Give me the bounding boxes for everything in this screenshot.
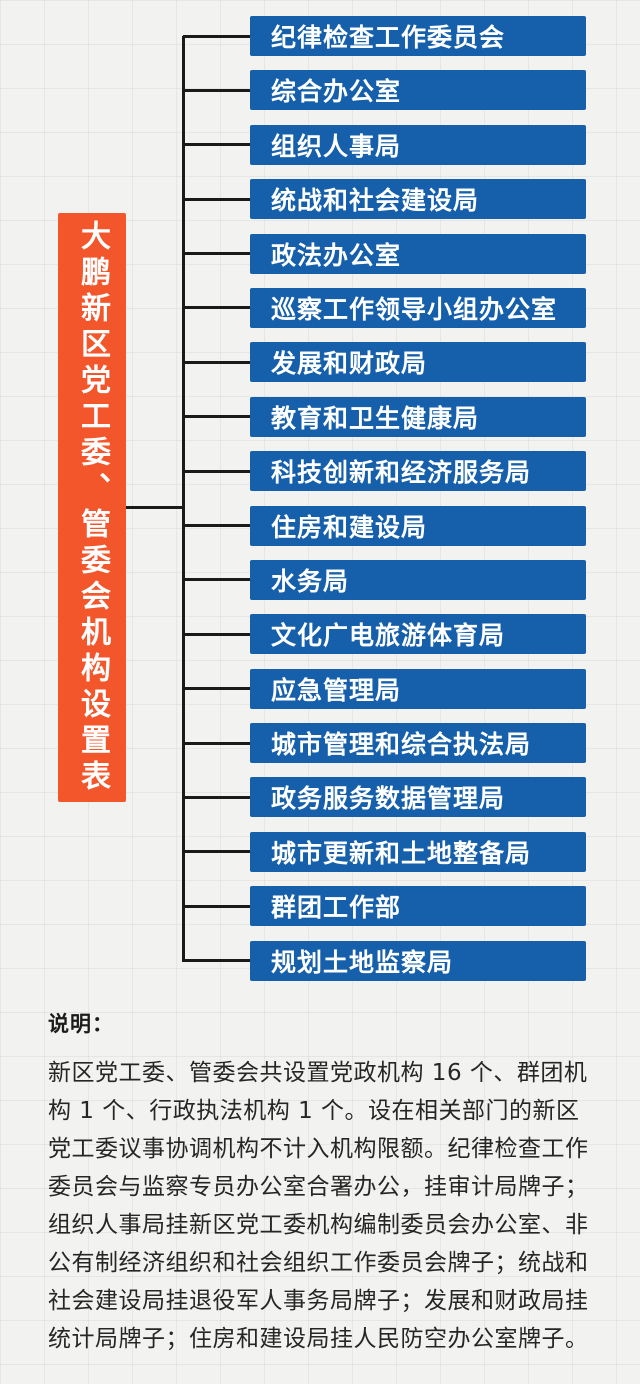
branch-connector-line — [183, 687, 250, 691]
notes-heading: 说明： — [48, 1012, 114, 1036]
branch-connector-line — [183, 524, 250, 528]
department-label: 城市管理和综合执法局 — [271, 730, 532, 760]
branch-connector-line — [183, 959, 250, 963]
department-row: 政务服务数据管理局 — [183, 777, 586, 818]
department-label: 规划土地监察局 — [271, 947, 454, 977]
department-box: 城市更新和土地整备局 — [250, 831, 586, 872]
department-row: 科技创新和经济服务局 — [183, 451, 586, 492]
department-row: 群团工作部 — [183, 886, 586, 927]
notes-body: 新区党工委、管委会共设置党政机构 16 个、群团机构 1 个、行政执法机构 1 … — [48, 1060, 589, 1352]
department-label: 应急管理局 — [271, 675, 402, 705]
trunk-connector-line — [182, 36, 185, 962]
department-row: 城市更新和土地整备局 — [183, 831, 586, 872]
branch-connector-line — [183, 143, 250, 147]
department-box: 水务局 — [250, 559, 586, 600]
branch-connector-line — [183, 632, 250, 636]
branch-connector-line — [183, 252, 250, 256]
department-row: 文化广电旅游体育局 — [183, 614, 586, 655]
department-box: 政法办公室 — [250, 233, 586, 274]
department-row: 水务局 — [183, 559, 586, 600]
department-label: 统战和社会建设局 — [271, 186, 480, 216]
org-chart: 大鹏新区党工委、管委会机构设置表 纪律检查工作委员会 综合办公室 组织人事局 统… — [58, 16, 586, 981]
root-connector-line — [126, 506, 185, 509]
branch-connector-line — [183, 360, 250, 364]
department-row: 组织人事局 — [183, 124, 586, 165]
branch-connector-line — [183, 197, 250, 201]
department-row: 规划土地监察局 — [183, 940, 586, 981]
department-label: 发展和财政局 — [271, 349, 428, 379]
department-label: 巡察工作领导小组办公室 — [271, 294, 558, 324]
department-box: 应急管理局 — [250, 668, 586, 709]
department-label: 城市更新和土地整备局 — [271, 838, 532, 868]
branch-connector-line — [183, 795, 250, 799]
branch-connector-line — [183, 904, 250, 908]
department-label: 科技创新和经济服务局 — [271, 458, 532, 488]
department-list: 纪律检查工作委员会 综合办公室 组织人事局 统战和社会建设局 政法办公室 — [183, 16, 586, 981]
department-box: 综合办公室 — [250, 70, 586, 111]
department-box: 群团工作部 — [250, 886, 586, 927]
department-box: 政务服务数据管理局 — [250, 777, 586, 818]
department-row: 住房和建设局 — [183, 505, 586, 546]
department-box: 组织人事局 — [250, 124, 586, 165]
branch-connector-line — [183, 306, 250, 310]
branch-connector-line — [183, 88, 250, 92]
department-row: 发展和财政局 — [183, 342, 586, 383]
department-row: 城市管理和综合执法局 — [183, 723, 586, 764]
department-label: 政法办公室 — [271, 240, 402, 270]
root-org-box: 大鹏新区党工委、管委会机构设置表 — [58, 213, 126, 802]
department-row: 巡察工作领导小组办公室 — [183, 287, 586, 328]
department-box: 统战和社会建设局 — [250, 179, 586, 220]
department-row: 教育和卫生健康局 — [183, 396, 586, 437]
department-row: 纪律检查工作委员会 — [183, 16, 586, 56]
department-label: 文化广电旅游体育局 — [271, 621, 506, 651]
department-label: 水务局 — [271, 566, 350, 596]
branch-connector-line — [183, 415, 250, 419]
department-box: 规划土地监察局 — [250, 940, 586, 981]
branch-connector-line — [183, 741, 250, 745]
department-label: 纪律检查工作委员会 — [271, 23, 506, 52]
branch-connector-line — [183, 578, 250, 582]
department-box: 发展和财政局 — [250, 342, 586, 383]
department-label: 群团工作部 — [271, 893, 402, 923]
department-label: 综合办公室 — [271, 77, 402, 107]
department-label: 组织人事局 — [271, 131, 402, 161]
department-box: 巡察工作领导小组办公室 — [250, 287, 586, 328]
department-box: 教育和卫生健康局 — [250, 396, 586, 437]
department-box: 纪律检查工作委员会 — [250, 16, 586, 56]
department-row: 综合办公室 — [183, 70, 586, 111]
department-box: 住房和建设局 — [250, 505, 586, 546]
department-box: 城市管理和综合执法局 — [250, 723, 586, 764]
department-label: 教育和卫生健康局 — [271, 403, 480, 433]
branch-connector-line — [183, 469, 250, 473]
department-label: 住房和建设局 — [271, 512, 428, 542]
department-row: 政法办公室 — [183, 233, 586, 274]
department-label: 政务服务数据管理局 — [271, 784, 506, 814]
branch-connector-line — [183, 34, 250, 38]
department-row: 应急管理局 — [183, 668, 586, 709]
department-box: 文化广电旅游体育局 — [250, 614, 586, 655]
notes-section: 说明： 新区党工委、管委会共设置党政机构 16 个、群团机构 1 个、行政执法机… — [48, 1008, 594, 1358]
chart-title: 大鹏新区党工委、管委会机构设置表 — [75, 219, 110, 796]
department-box: 科技创新和经济服务局 — [250, 451, 586, 492]
department-row: 统战和社会建设局 — [183, 179, 586, 220]
branch-connector-line — [183, 850, 250, 854]
